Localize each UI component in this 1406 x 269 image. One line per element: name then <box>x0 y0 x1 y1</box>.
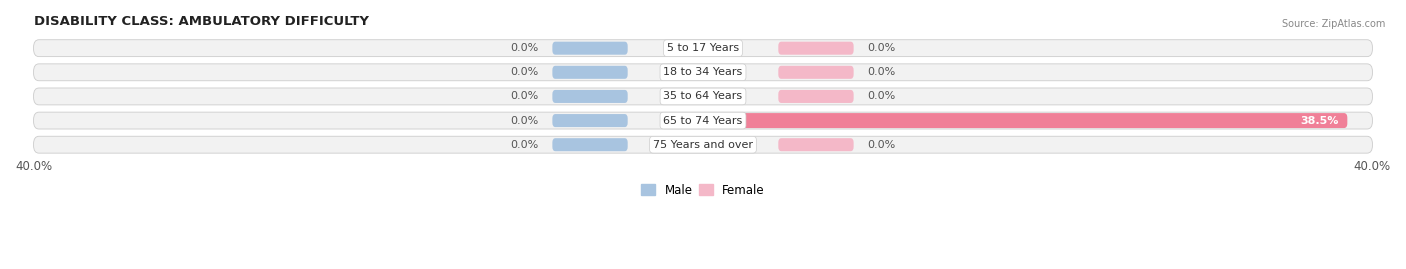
FancyBboxPatch shape <box>34 88 1372 105</box>
Text: 0.0%: 0.0% <box>510 67 538 77</box>
FancyBboxPatch shape <box>34 40 1372 56</box>
Text: 0.0%: 0.0% <box>510 140 538 150</box>
FancyBboxPatch shape <box>553 90 627 103</box>
Legend: Male, Female: Male, Female <box>637 179 769 201</box>
FancyBboxPatch shape <box>553 42 627 55</box>
Text: 18 to 34 Years: 18 to 34 Years <box>664 67 742 77</box>
Text: 38.5%: 38.5% <box>1301 116 1339 126</box>
FancyBboxPatch shape <box>553 114 627 127</box>
Text: 75 Years and over: 75 Years and over <box>652 140 754 150</box>
Text: 0.0%: 0.0% <box>868 91 896 101</box>
Text: 0.0%: 0.0% <box>868 140 896 150</box>
Text: 0.0%: 0.0% <box>510 91 538 101</box>
Text: DISABILITY CLASS: AMBULATORY DIFFICULTY: DISABILITY CLASS: AMBULATORY DIFFICULTY <box>34 15 368 28</box>
FancyBboxPatch shape <box>779 138 853 151</box>
FancyBboxPatch shape <box>779 42 853 55</box>
Text: 0.0%: 0.0% <box>868 43 896 53</box>
FancyBboxPatch shape <box>703 113 1347 128</box>
Text: 0.0%: 0.0% <box>510 43 538 53</box>
FancyBboxPatch shape <box>34 64 1372 81</box>
Text: 35 to 64 Years: 35 to 64 Years <box>664 91 742 101</box>
FancyBboxPatch shape <box>779 90 853 103</box>
Text: 0.0%: 0.0% <box>868 67 896 77</box>
FancyBboxPatch shape <box>553 66 627 79</box>
Text: Source: ZipAtlas.com: Source: ZipAtlas.com <box>1281 19 1385 29</box>
Text: 5 to 17 Years: 5 to 17 Years <box>666 43 740 53</box>
FancyBboxPatch shape <box>779 66 853 79</box>
Text: 65 to 74 Years: 65 to 74 Years <box>664 116 742 126</box>
FancyBboxPatch shape <box>553 138 627 151</box>
FancyBboxPatch shape <box>34 112 1372 129</box>
Text: 0.0%: 0.0% <box>510 116 538 126</box>
FancyBboxPatch shape <box>34 136 1372 153</box>
